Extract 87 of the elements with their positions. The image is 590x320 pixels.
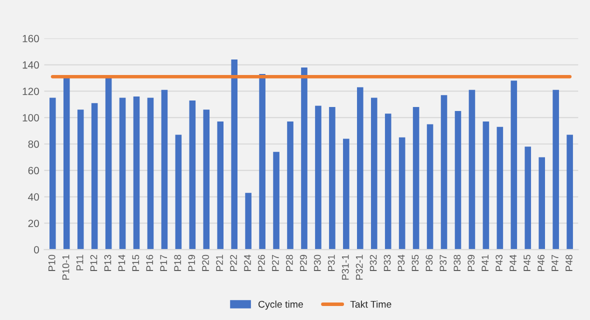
bar [147,98,154,250]
x-tick-label: P20 [202,254,209,271]
bar [287,122,294,250]
x-tick-label: P45 [524,254,530,271]
bar [468,90,476,250]
x-tick-label: P30 [314,254,321,271]
x-tick-label: P35 [412,254,419,271]
x-tick-label: P46 [538,254,544,271]
bar [259,74,266,250]
bar [273,152,280,250]
bar [329,107,336,250]
bar [175,134,182,250]
x-tick-label: P17 [160,254,167,271]
x-tick-label: P32 [370,254,377,271]
y-tick-label: 140 [22,61,39,69]
bar [343,138,350,250]
y-tick-label: 0 [34,246,39,254]
y-tick-label: 40 [28,193,39,201]
x-tick-label: P11 [76,254,84,270]
x-tick-label: P15 [132,254,140,271]
bar [119,98,126,250]
x-tick-label: P43 [496,254,503,271]
bar [538,157,546,250]
bar [91,103,98,250]
x-tick-label: P38 [454,254,461,271]
bar [398,137,406,250]
bar [426,124,434,250]
bar [440,95,448,250]
x-tick-label: P29 [300,254,307,271]
bar [412,107,420,250]
bar [482,122,490,250]
x-tick-label: P32-1 [356,254,363,280]
x-tick-label: P37 [440,254,447,271]
bar [231,60,238,250]
y-tick-label: 20 [28,220,39,228]
bar [245,192,252,250]
x-tick-label: P41 [482,254,488,271]
bar [496,126,504,250]
bar [49,98,56,250]
x-tick-label: P13 [104,254,112,271]
bar [384,114,392,250]
bar [357,87,364,250]
x-tick-label: P22 [230,254,237,271]
x-tick-label: P21 [216,254,223,271]
bar [510,80,518,250]
y-tick-label: 60 [28,166,39,174]
x-tick-label: P28 [286,254,293,271]
x-tick-label: P31 [328,254,335,271]
x-tick-label: P24 [244,254,251,271]
x-tick-label: P16 [146,254,154,271]
y-tick-label: 120 [22,88,39,96]
bar [189,100,196,250]
x-tick-label: P44 [510,254,516,271]
bar [566,134,573,250]
x-tick-label: P31-1 [342,254,349,280]
x-tick-label: P39 [468,254,475,271]
bar [203,110,210,250]
bar [161,90,168,250]
x-tick-label: P18 [174,254,182,271]
bar [63,78,70,250]
x-tick-label: P36 [426,254,433,271]
bar [217,122,224,250]
y-tick-label: 80 [28,140,39,148]
x-tick-label: P26 [258,254,265,271]
x-tick-label: P48 [566,254,572,271]
bar [77,110,84,250]
x-tick-label: P14 [118,254,126,271]
x-tick-label: P12 [90,254,98,271]
x-tick-label: P10 [48,254,56,271]
bar [552,90,559,250]
bar [454,111,462,250]
x-tick-label: P19 [188,254,196,271]
x-tick-label: P33 [384,254,391,271]
legend-label: Takt Time [350,300,392,308]
bar [301,67,308,250]
bar [105,78,112,250]
legend-label: Cycle time [258,300,303,310]
y-tick-label: 100 [22,114,39,122]
y-tick-label: 160 [22,34,39,42]
bar [133,96,140,250]
bar [315,106,322,250]
x-tick-label: P47 [552,254,558,271]
bar [370,98,378,250]
x-tick-label: P34 [398,254,405,271]
x-tick-label: P10-1 [62,254,70,280]
x-tick-label: P27 [272,254,279,271]
bar [524,146,532,250]
